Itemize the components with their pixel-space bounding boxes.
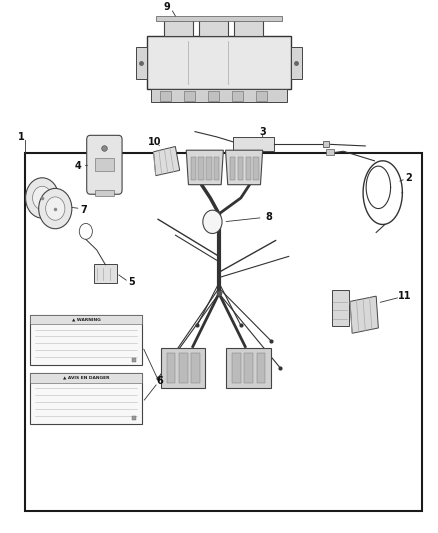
Polygon shape: [153, 147, 180, 176]
Bar: [30, 314, 142, 324]
FancyBboxPatch shape: [151, 89, 287, 102]
Bar: [179, 353, 187, 383]
Circle shape: [25, 178, 59, 218]
Text: ▲ WARNING: ▲ WARNING: [72, 318, 100, 321]
Text: 5: 5: [128, 277, 135, 287]
FancyBboxPatch shape: [94, 264, 117, 283]
Polygon shape: [186, 150, 223, 185]
Bar: [206, 157, 212, 181]
Text: 1: 1: [18, 132, 25, 142]
FancyBboxPatch shape: [136, 47, 147, 78]
Text: 3: 3: [259, 127, 266, 136]
FancyBboxPatch shape: [332, 290, 349, 326]
Bar: [25, 153, 422, 511]
Text: 9: 9: [163, 2, 170, 12]
Text: 7: 7: [80, 205, 87, 215]
Bar: [232, 91, 243, 101]
Bar: [166, 353, 175, 383]
Bar: [246, 157, 251, 181]
Bar: [257, 353, 265, 383]
FancyBboxPatch shape: [199, 18, 228, 36]
Bar: [232, 353, 241, 383]
Bar: [191, 157, 196, 181]
Bar: [238, 157, 243, 181]
Bar: [208, 91, 219, 101]
Text: 2: 2: [406, 173, 412, 183]
Circle shape: [32, 186, 52, 209]
Circle shape: [39, 188, 72, 229]
FancyBboxPatch shape: [164, 18, 193, 36]
Bar: [30, 314, 142, 365]
Bar: [30, 373, 142, 383]
Bar: [254, 157, 259, 181]
Text: ▲ AVIS EN DANGER: ▲ AVIS EN DANGER: [63, 376, 110, 380]
Bar: [95, 190, 114, 196]
Bar: [191, 353, 200, 383]
Bar: [95, 158, 114, 171]
FancyBboxPatch shape: [161, 348, 205, 388]
FancyBboxPatch shape: [147, 36, 291, 89]
Text: 11: 11: [398, 291, 411, 301]
Text: 10: 10: [148, 137, 161, 147]
Bar: [155, 16, 283, 21]
Bar: [160, 91, 171, 101]
Bar: [184, 91, 195, 101]
Text: 8: 8: [266, 212, 272, 222]
FancyBboxPatch shape: [226, 348, 271, 388]
FancyBboxPatch shape: [87, 135, 122, 194]
Bar: [256, 91, 267, 101]
FancyBboxPatch shape: [234, 18, 263, 36]
Bar: [198, 157, 204, 181]
Circle shape: [203, 210, 222, 233]
Polygon shape: [350, 296, 378, 333]
Bar: [214, 157, 219, 181]
Text: 6: 6: [157, 376, 163, 386]
Bar: [30, 373, 142, 424]
Text: 4: 4: [75, 161, 81, 171]
Circle shape: [46, 197, 65, 220]
Polygon shape: [226, 150, 263, 185]
Bar: [326, 149, 334, 156]
FancyBboxPatch shape: [291, 47, 302, 78]
Bar: [230, 157, 235, 181]
Bar: [244, 353, 253, 383]
FancyBboxPatch shape: [233, 138, 275, 151]
